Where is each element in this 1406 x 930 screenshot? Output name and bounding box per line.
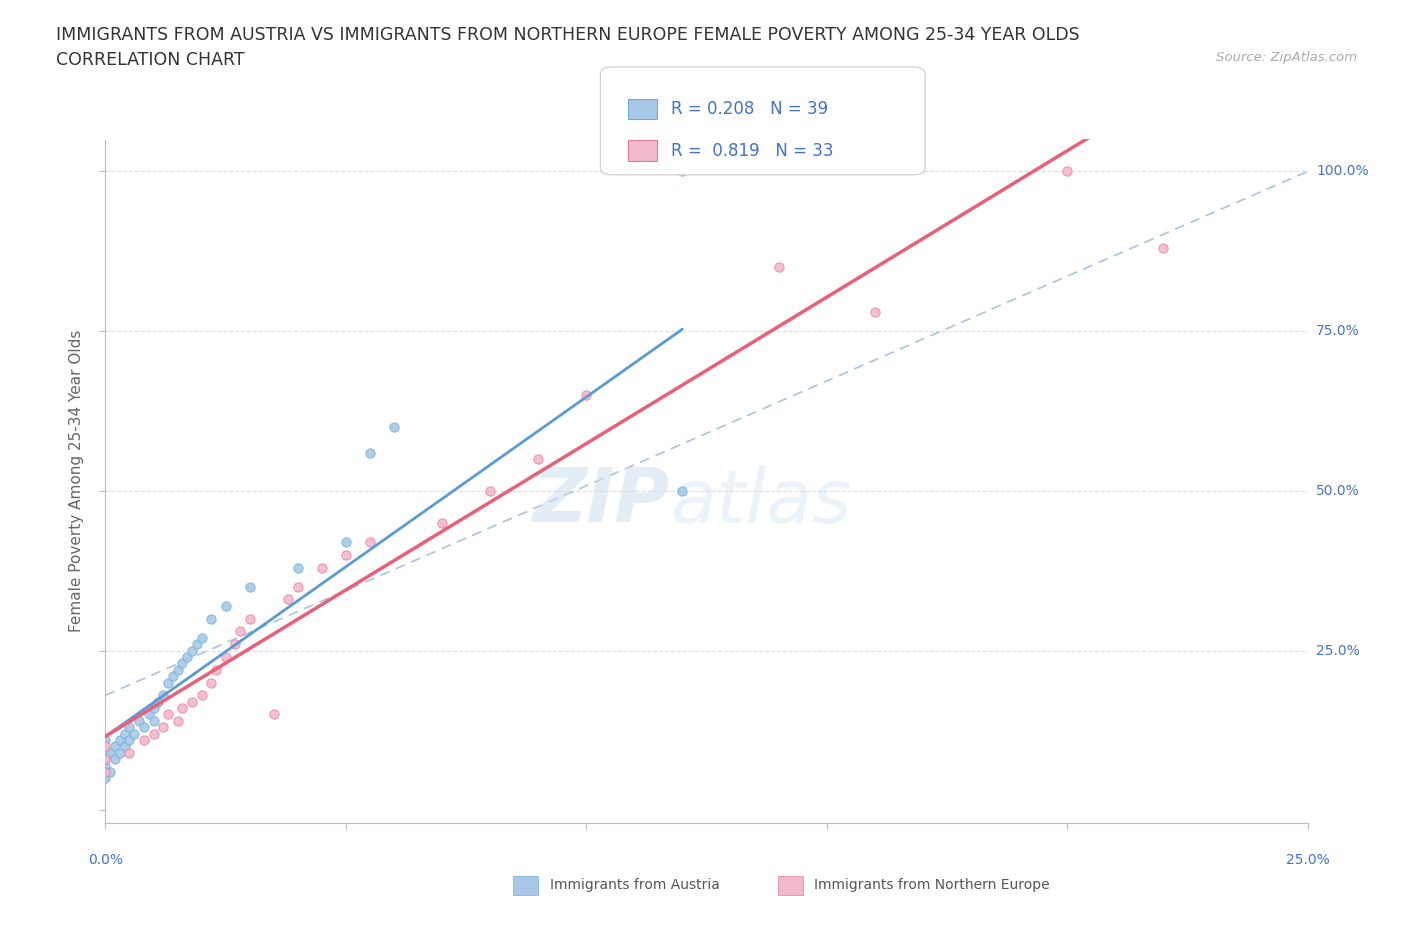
Point [214, 649, 236, 664]
Point [190, 688, 212, 703]
Point [94, 745, 117, 760]
Point [94, 764, 117, 779]
Point [94, 739, 117, 754]
Point [166, 713, 188, 728]
Point [142, 713, 165, 728]
Point [181, 644, 204, 658]
Text: 25.0%: 25.0% [1316, 644, 1360, 658]
Point [359, 445, 381, 460]
Point [108, 733, 131, 748]
Point [229, 624, 252, 639]
Point [172, 656, 194, 671]
Point [239, 611, 262, 626]
Point [200, 611, 222, 626]
Point [166, 662, 188, 677]
Point [152, 720, 174, 735]
Point [186, 637, 208, 652]
Point [132, 733, 155, 748]
Point [108, 745, 131, 760]
Point [118, 720, 141, 735]
Text: R =  0.819   N = 33: R = 0.819 N = 33 [671, 141, 834, 160]
Text: IMMIGRANTS FROM AUSTRIA VS IMMIGRANTS FROM NORTHERN EUROPE FEMALE POVERTY AMONG : IMMIGRANTS FROM AUSTRIA VS IMMIGRANTS FR… [56, 26, 1080, 44]
Point [94, 751, 117, 766]
Text: CORRELATION CHART: CORRELATION CHART [56, 51, 245, 69]
Point [118, 733, 141, 748]
Point [575, 388, 598, 403]
Point [104, 751, 127, 766]
Text: 25.0%: 25.0% [1285, 853, 1330, 867]
Point [148, 694, 170, 709]
Point [94, 758, 117, 773]
Point [138, 707, 160, 722]
Point [104, 739, 127, 754]
Point [156, 707, 179, 722]
Point [190, 631, 212, 645]
Text: 100.0%: 100.0% [1316, 165, 1368, 179]
Point [287, 560, 309, 575]
Point [430, 515, 453, 530]
Point [1056, 164, 1078, 179]
Point [124, 726, 146, 741]
Point [142, 726, 165, 741]
Point [152, 688, 174, 703]
Y-axis label: Female Poverty Among 25-34 Year Olds: Female Poverty Among 25-34 Year Olds [69, 330, 84, 632]
Point [176, 649, 198, 664]
Text: 75.0%: 75.0% [1316, 325, 1360, 339]
Text: 50.0%: 50.0% [1316, 484, 1360, 498]
Point [162, 669, 184, 684]
Point [98, 764, 121, 779]
Point [94, 751, 117, 766]
Text: atlas: atlas [671, 466, 852, 538]
Text: R = 0.208   N = 39: R = 0.208 N = 39 [671, 100, 828, 118]
Point [335, 547, 357, 562]
Point [479, 484, 502, 498]
Point [335, 535, 357, 550]
Point [128, 713, 150, 728]
Point [239, 579, 262, 594]
Point [287, 579, 309, 594]
Point [94, 771, 117, 786]
Point [671, 164, 693, 179]
Point [263, 707, 285, 722]
Point [142, 700, 165, 715]
Text: Immigrants from Austria: Immigrants from Austria [550, 878, 720, 893]
Point [382, 419, 405, 434]
Text: ZIP: ZIP [533, 465, 671, 538]
Point [181, 694, 204, 709]
Point [200, 675, 222, 690]
Point [863, 304, 886, 319]
Point [205, 662, 228, 677]
Point [172, 700, 194, 715]
Text: 0.0%: 0.0% [89, 853, 122, 867]
Text: Source: ZipAtlas.com: Source: ZipAtlas.com [1216, 51, 1357, 64]
Point [1152, 241, 1174, 256]
Point [94, 733, 117, 748]
Text: Immigrants from Northern Europe: Immigrants from Northern Europe [814, 878, 1050, 893]
Point [118, 745, 141, 760]
Point [98, 745, 121, 760]
Point [768, 259, 790, 274]
Point [311, 560, 333, 575]
Point [114, 726, 136, 741]
Point [527, 451, 550, 466]
Point [671, 484, 693, 498]
Point [224, 637, 246, 652]
Point [214, 598, 236, 613]
Point [114, 739, 136, 754]
Point [359, 535, 381, 550]
Point [132, 720, 155, 735]
Point [156, 675, 179, 690]
Point [277, 592, 299, 607]
